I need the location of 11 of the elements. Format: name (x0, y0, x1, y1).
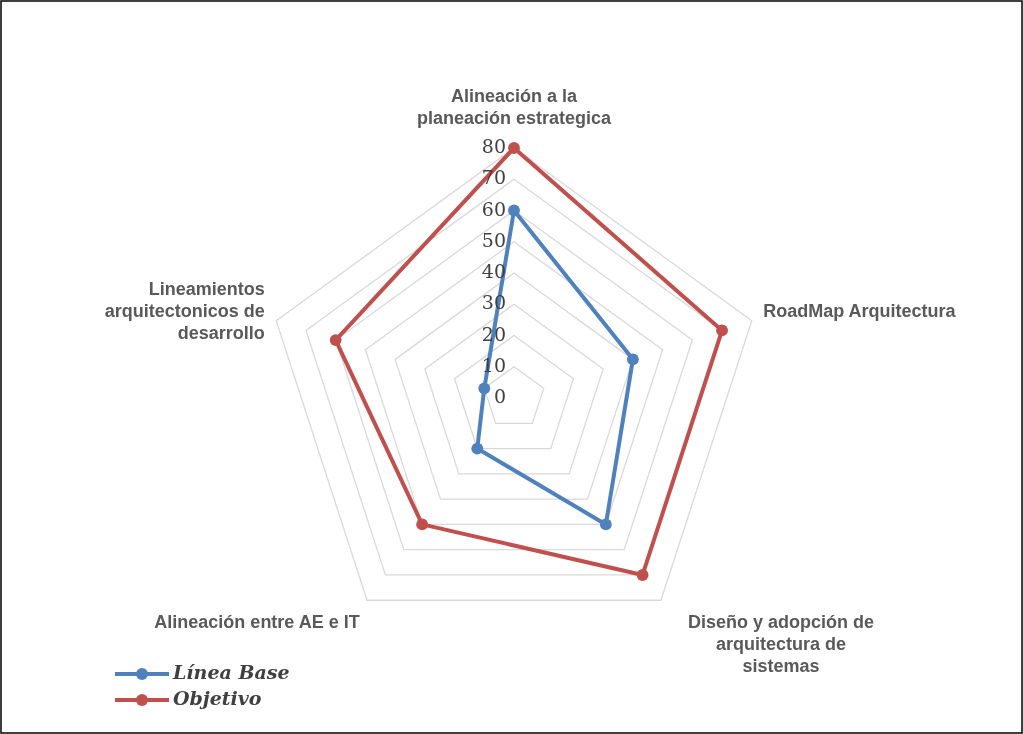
spoke-label: RoadMap Arquitectura (763, 301, 957, 322)
spoke-label: Lineamientos arquitectonicos de desarrollo (104, 279, 265, 344)
y-tick-label: 80 (481, 135, 506, 157)
y-tick-label: 50 (481, 228, 506, 251)
spoke-label: Diseño y adopción de arquitectura de sistemas (687, 611, 874, 676)
spoke-label: Alineación a la planeación estrategica (416, 86, 613, 128)
spoke-label: Alineación entre AE e IT (154, 611, 360, 632)
y-tick-label: 0 (493, 385, 506, 407)
legend-label: Objetivo (173, 687, 262, 709)
legend-label: Línea Base (172, 661, 290, 683)
y-tick-label: 60 (481, 197, 506, 220)
